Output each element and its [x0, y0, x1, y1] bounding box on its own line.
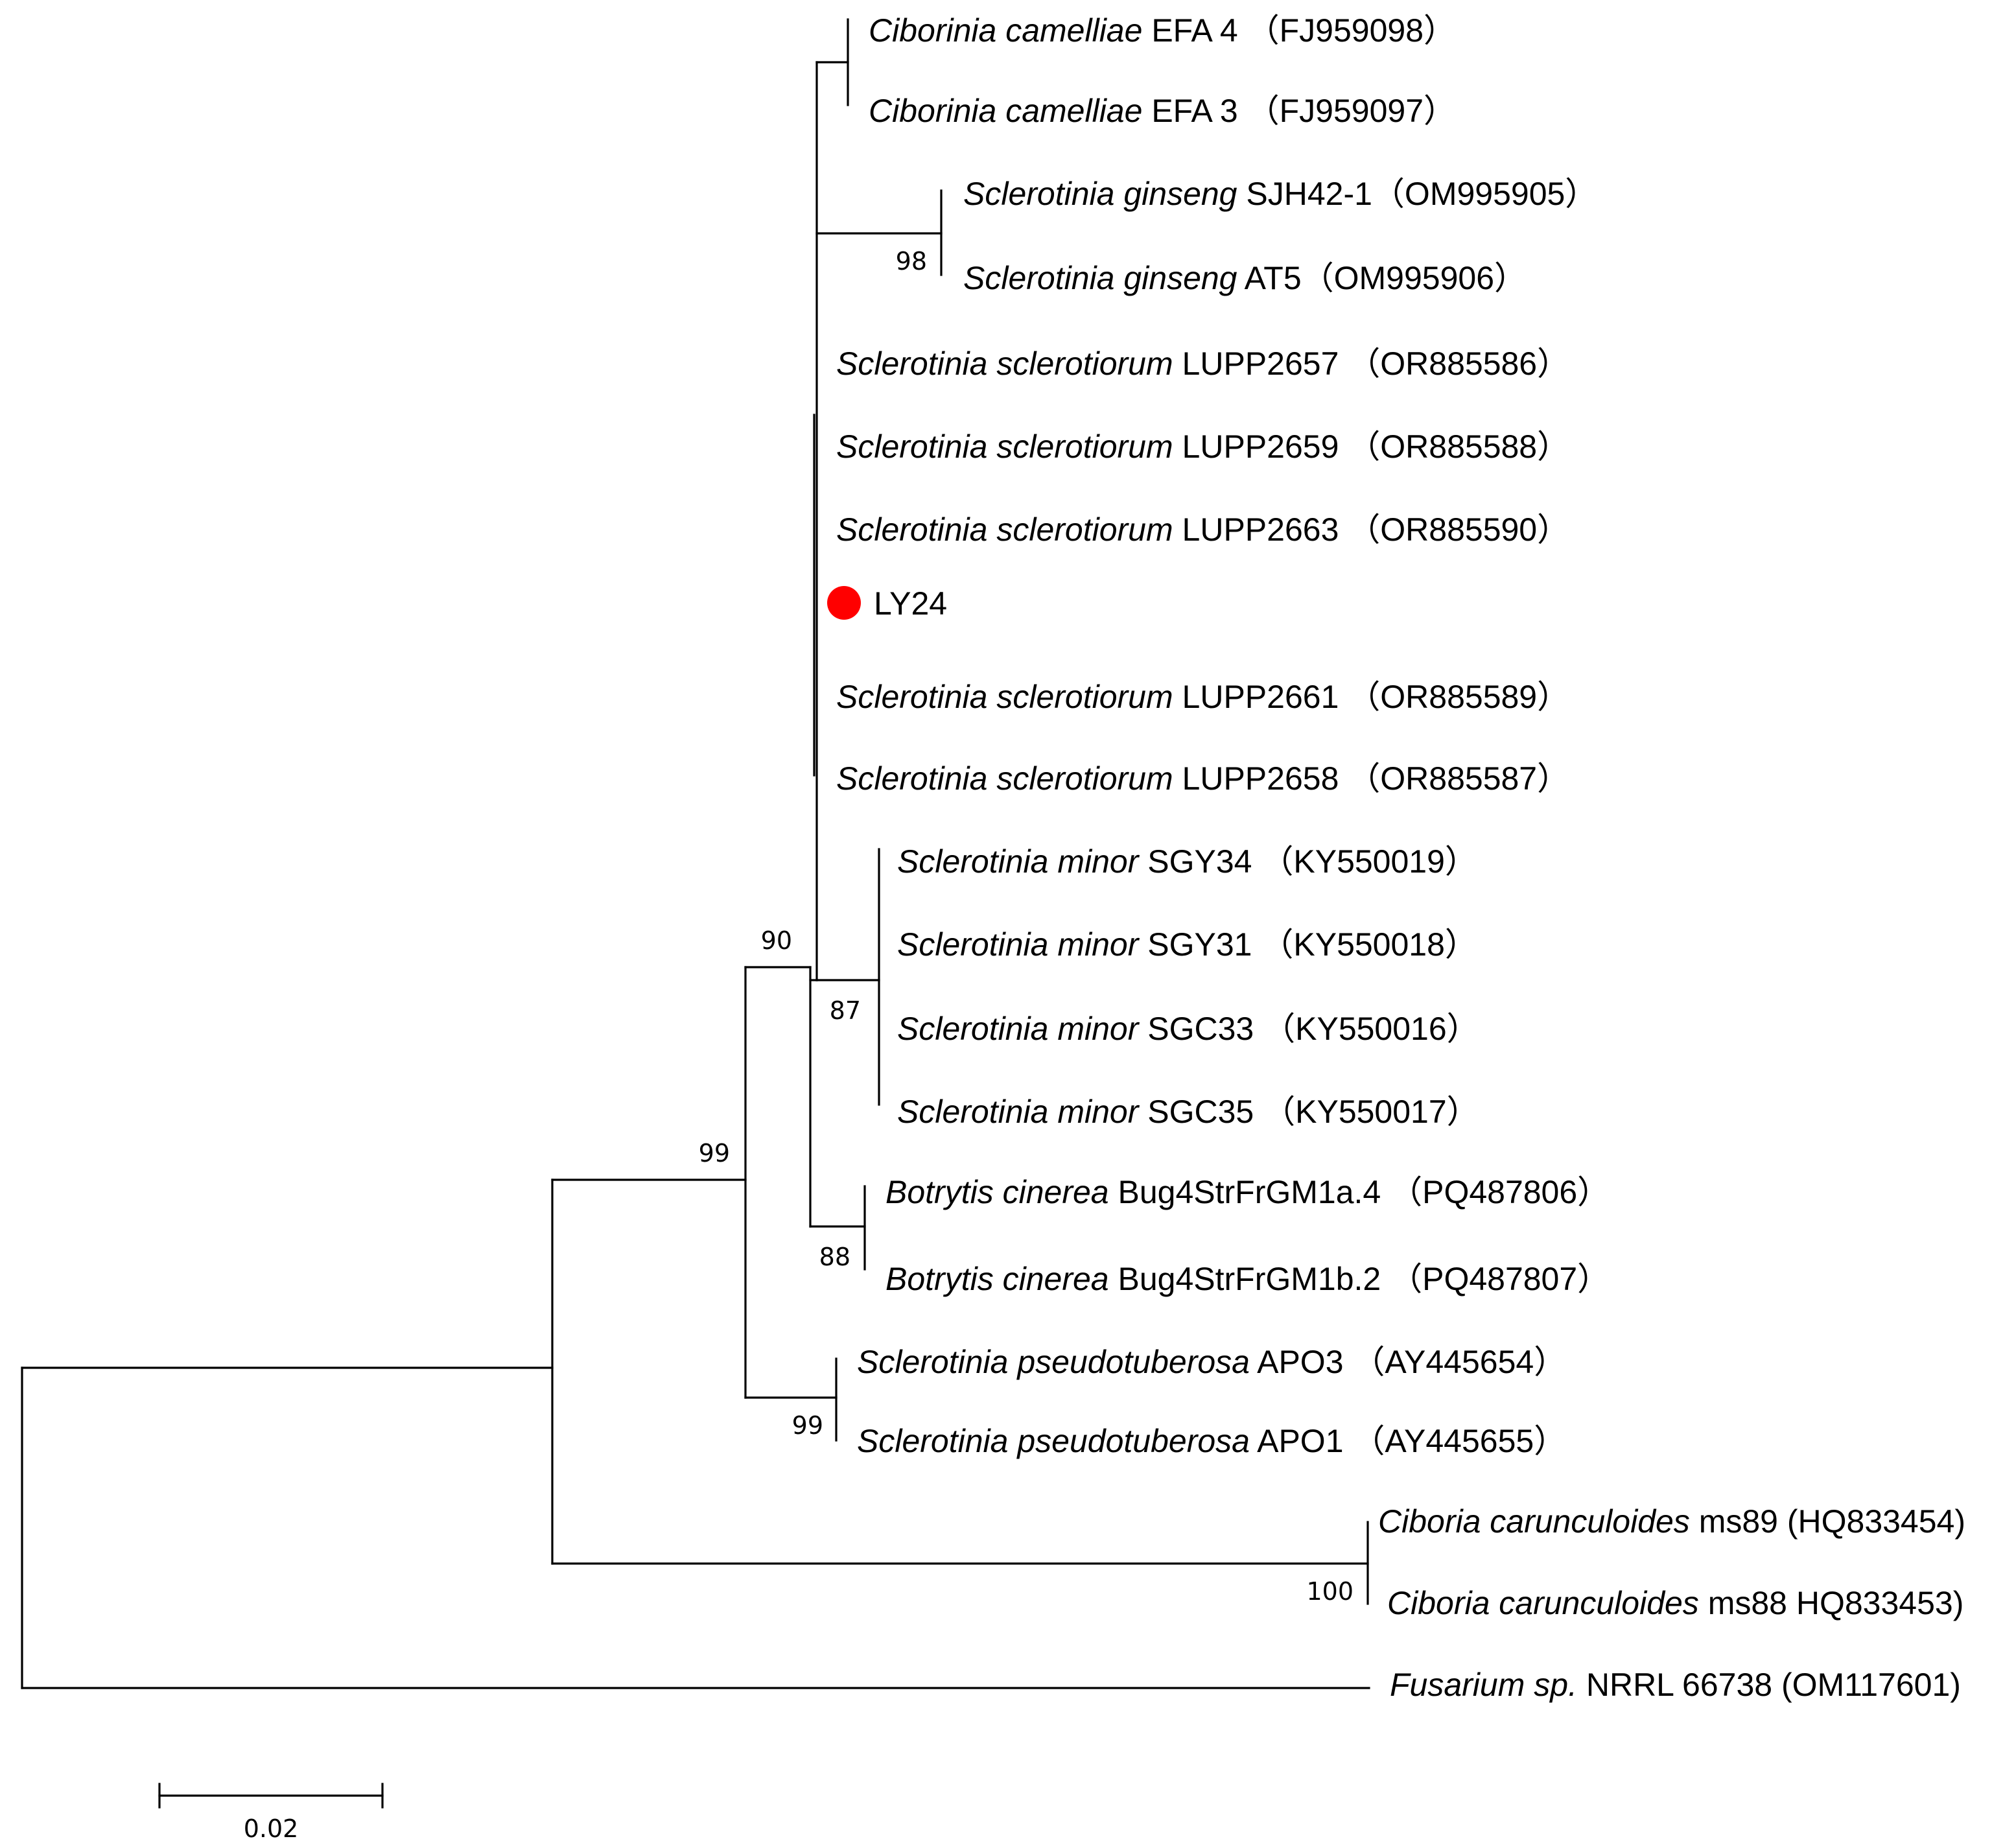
taxon-label: Ciborinia camelliae EFA 3 （FJ959097） — [869, 93, 1456, 129]
taxon-label: Sclerotinia minor SGY34 （KY550019） — [897, 843, 1477, 880]
support-sclerotinia-core: 90 — [761, 926, 792, 955]
taxon-label: Sclerotinia minor SGC35 （KY550017） — [897, 1094, 1479, 1130]
support-botrytis: 88 — [819, 1243, 850, 1271]
taxon-label-ly24: LY24 — [874, 585, 947, 622]
taxon-label: Sclerotinia sclerotiorum LUPP2659 （OR885… — [836, 428, 1569, 465]
taxon-label: Ciboria carunculoides ms88 HQ833453) — [1387, 1585, 1963, 1621]
tree-branches — [21, 18, 1370, 1689]
taxon-label: Sclerotinia sclerotiorum LUPP2658 （OR885… — [836, 760, 1569, 797]
support-ginseng: 98 — [896, 247, 927, 276]
support-ingroup: 99 — [699, 1139, 730, 1167]
support-pseudotuberosa: 99 — [792, 1411, 823, 1440]
taxon-label: Ciborinia camelliae EFA 4 （FJ959098） — [869, 12, 1456, 49]
taxon-label: Ciboria carunculoides ms89 (HQ833454) — [1378, 1503, 1965, 1540]
taxon-label: Sclerotinia pseudotuberosa APO1 （AY44565… — [857, 1423, 1566, 1459]
taxon-label: Fusarium sp. NRRL 66738 (OM117601) — [1390, 1667, 1961, 1703]
taxon-label: Sclerotinia minor SGC33 （KY550016） — [897, 1011, 1479, 1047]
scale-bar-label: 0.02 — [244, 1814, 299, 1841]
ly24-marker-dot — [827, 586, 861, 620]
taxon-label: Botrytis cinerea Bug4StrFrGM1a.4 （PQ4878… — [885, 1174, 1610, 1210]
taxon-label: Sclerotinia sclerotiorum LUPP2657 （OR885… — [836, 346, 1569, 382]
taxon-label: Sclerotinia sclerotiorum LUPP2663 （OR885… — [836, 511, 1569, 548]
bootstrap-values: 98 87 90 88 99 99 100 — [699, 247, 1354, 1606]
scale-bar: 0.02 — [158, 1783, 384, 1841]
taxon-label: Botrytis cinerea Bug4StrFrGM1b.2 （PQ4878… — [885, 1261, 1610, 1297]
support-ciboria: 100 — [1306, 1577, 1354, 1606]
taxon-label: Sclerotinia minor SGY31 （KY550018） — [897, 926, 1477, 963]
taxon-label: Sclerotinia pseudotuberosa APO3 （AY44565… — [857, 1344, 1566, 1380]
taxon-label: Sclerotinia ginseng SJH42-1（OM995905） — [963, 176, 1597, 212]
support-minor: 87 — [830, 996, 861, 1025]
taxon-label: Sclerotinia ginseng AT5（OM995906） — [963, 260, 1527, 296]
taxon-label: Sclerotinia sclerotiorum LUPP2661 （OR885… — [836, 679, 1569, 715]
taxon-labels: Ciborinia camelliae EFA 4 （FJ959098） Cib… — [827, 12, 1965, 1703]
